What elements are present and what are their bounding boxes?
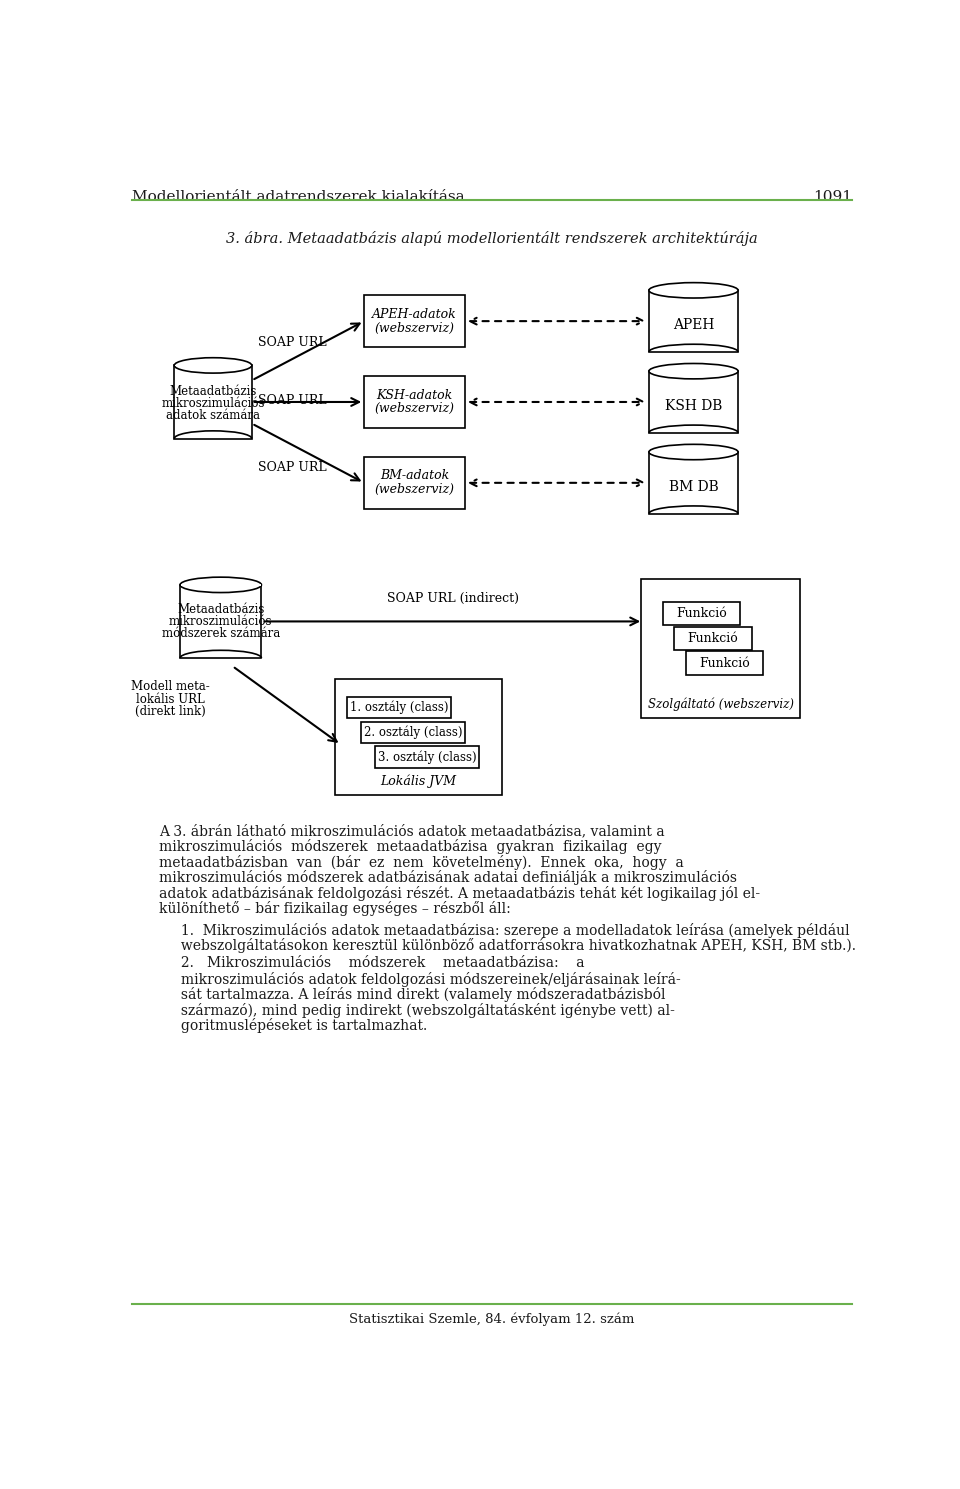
Text: BM-adatok: BM-adatok [380, 469, 449, 482]
Text: goritmuslépéseket is tartalmazhat.: goritmuslépéseket is tartalmazhat. [158, 1018, 427, 1033]
Text: 1.  Mikroszimulációs adatok metaadatbázisa: szerepe a modelladatok leírása (amel: 1. Mikroszimulációs adatok metaadatbázis… [158, 923, 850, 938]
Ellipse shape [649, 444, 738, 460]
Text: APEH: APEH [673, 319, 714, 332]
Text: Metaadatbázis: Metaadatbázis [177, 603, 264, 615]
FancyBboxPatch shape [364, 457, 465, 509]
Text: (webszerviz): (webszerviz) [374, 484, 454, 496]
Text: (webszerviz): (webszerviz) [374, 402, 454, 415]
FancyBboxPatch shape [685, 652, 763, 675]
Text: A 3. ábrán látható mikroszimulációs adatok metaadatbázisa, valamint a: A 3. ábrán látható mikroszimulációs adat… [158, 823, 664, 838]
FancyBboxPatch shape [361, 722, 466, 743]
Text: APEH-adatok: APEH-adatok [372, 308, 457, 320]
Ellipse shape [180, 578, 261, 593]
Text: 1091: 1091 [813, 191, 852, 204]
Text: különíthető – bár fizikailag egységes – részből áll:: különíthető – bár fizikailag egységes – … [158, 901, 511, 916]
Text: KSH DB: KSH DB [665, 399, 722, 412]
Text: 2.   Mikroszimulációs    módszerek    metaadatbázisa:    a: 2. Mikroszimulációs módszerek metaadatbá… [158, 956, 585, 971]
Ellipse shape [175, 357, 252, 374]
Text: Funkció: Funkció [699, 657, 750, 670]
FancyBboxPatch shape [364, 375, 465, 429]
Text: BM DB: BM DB [668, 479, 718, 494]
Text: származó), mind pedig indirekt (webszolgáltatásként igénybe vett) al-: származó), mind pedig indirekt (webszolg… [158, 1002, 675, 1017]
FancyBboxPatch shape [674, 627, 752, 649]
Text: Funkció: Funkció [687, 631, 738, 645]
FancyBboxPatch shape [364, 295, 465, 347]
FancyBboxPatch shape [374, 746, 479, 768]
FancyBboxPatch shape [649, 453, 738, 514]
Text: SOAP URL: SOAP URL [257, 337, 326, 350]
Text: 1. osztály (class): 1. osztály (class) [349, 701, 448, 715]
Text: módszerek számára: módszerek számára [161, 627, 280, 640]
Text: Lokális JVM: Lokális JVM [380, 774, 456, 788]
FancyBboxPatch shape [662, 602, 740, 625]
FancyBboxPatch shape [180, 585, 261, 658]
Ellipse shape [649, 363, 738, 378]
Text: mikroszimulációs adatok feldolgozási módszereinek/eljárásainak leírá-: mikroszimulációs adatok feldolgozási mód… [158, 972, 681, 987]
Text: (webszerviz): (webszerviz) [374, 322, 454, 335]
Text: metaadatbázisban  van  (bár  ez  nem  követelmény).  Ennek  oka,  hogy  a: metaadatbázisban van (bár ez nem követel… [158, 855, 684, 870]
Text: Modellorientált adatrendszerek kialakítása: Modellorientált adatrendszerek kialakítá… [132, 191, 465, 204]
Text: (direkt link): (direkt link) [135, 704, 205, 718]
Text: SOAP URL: SOAP URL [257, 395, 326, 406]
Text: webszolgáltatásokon keresztül különböző adatforrásokra hivatkozhatnak APEH, KSH,: webszolgáltatásokon keresztül különböző … [158, 938, 855, 953]
Text: adatok adatbázisának feldolgozási részét. A metaadatbázis tehát két logikailag j: adatok adatbázisának feldolgozási részét… [158, 886, 760, 901]
Text: Szolgáltató (webszerviz): Szolgáltató (webszerviz) [648, 697, 794, 710]
Text: Modell meta-: Modell meta- [131, 680, 209, 694]
Text: Metaadatbázis: Metaadatbázis [169, 384, 256, 398]
Text: mikroszimulációs: mikroszimulációs [169, 615, 273, 628]
FancyBboxPatch shape [649, 290, 738, 351]
Text: KSH-adatok: KSH-adatok [376, 389, 452, 402]
Ellipse shape [649, 283, 738, 298]
Text: SOAP URL (indirect): SOAP URL (indirect) [387, 591, 519, 605]
Text: 3. osztály (class): 3. osztály (class) [377, 750, 476, 764]
FancyBboxPatch shape [649, 371, 738, 433]
Text: Statisztikai Szemle, 84. évfolyam 12. szám: Statisztikai Szemle, 84. évfolyam 12. sz… [349, 1312, 635, 1325]
Text: mikroszimulációs módszerek adatbázisának adatai definiálják a mikroszimulációs: mikroszimulációs módszerek adatbázisának… [158, 870, 736, 884]
Text: 3. ábra. Metaadatbázis alapú modellorientált rendszerek architektúrája: 3. ábra. Metaadatbázis alapú modellorien… [227, 231, 757, 246]
Text: 2. osztály (class): 2. osztály (class) [364, 725, 462, 739]
Text: sát tartalmazza. A leírás mind direkt (valamely módszeradatbázisból: sát tartalmazza. A leírás mind direkt (v… [158, 987, 665, 1002]
FancyBboxPatch shape [335, 679, 502, 795]
FancyBboxPatch shape [347, 697, 451, 719]
Text: Funkció: Funkció [676, 608, 727, 621]
Text: adatok számára: adatok számára [166, 409, 260, 423]
FancyBboxPatch shape [175, 365, 252, 439]
Text: lokális URL: lokális URL [136, 692, 204, 706]
Text: SOAP URL: SOAP URL [257, 462, 326, 474]
FancyBboxPatch shape [641, 579, 800, 718]
Text: mikroszimulációs: mikroszimulációs [161, 398, 265, 409]
Text: mikroszimulációs  módszerek  metaadatbázisa  gyakran  fizikailag  egy: mikroszimulációs módszerek metaadatbázis… [158, 840, 661, 855]
